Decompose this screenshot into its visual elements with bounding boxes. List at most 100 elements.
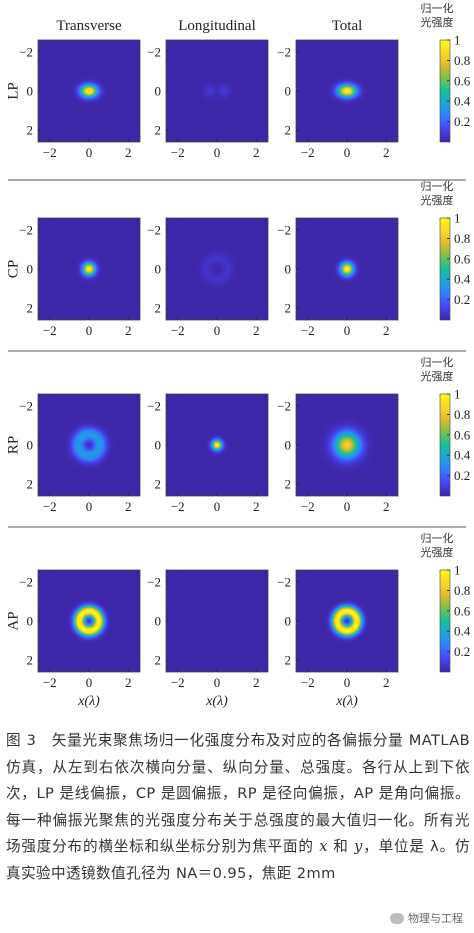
y-tick-label: 0 [285,438,292,453]
colorbar-tick-label: 0.4 [454,624,471,639]
y-tick-label: 0 [27,438,34,453]
x-tick-label: 2 [253,145,260,160]
x-tick-label: −2 [43,145,57,160]
column-title-total: Total [332,18,363,34]
y-tick-label: 0 [27,614,34,629]
x-tick-label: 2 [125,499,132,514]
colorbar-tick-label: 1 [454,563,461,578]
colorbar-tick-label: 0.8 [454,407,470,422]
colorbar-tick-label: 0.6 [454,73,471,88]
x-tick-label: 0 [344,675,351,690]
y-tick-label: −2 [277,398,291,413]
y-tick-label: 0 [155,438,162,453]
x-tick-label: −2 [171,675,185,690]
colorbar-title-line: 归一化 [421,179,454,193]
y-tick-label: 2 [27,301,34,316]
intensity-map-lp-transverse [38,40,140,142]
x-tick-label: 0 [344,499,351,514]
intensity-map-ap-longitudinal [166,570,268,672]
colorbar-tick-label: 0.2 [454,114,470,129]
watermark: 物理与工程 [387,909,466,927]
x-tick-label: 2 [125,145,132,160]
colorbar-tick-label: 1 [454,33,461,48]
x-tick-label: 2 [125,323,132,338]
x-tick-label: 2 [383,499,390,514]
y-tick-label: 2 [285,477,292,492]
y-tick-label: 0 [285,262,292,277]
x-tick-label: −2 [43,675,57,690]
x-tick-label: −2 [171,499,185,514]
colorbar-tick-label: 0.8 [454,53,470,68]
heatmap-figure: Transverse Longitudinal Total LP −2 0 2 −2 0 2 −2 0… [5,1,471,709]
y-tick-label: −2 [147,44,161,59]
x-tick-label: −2 [301,675,315,690]
y-tick-label: 0 [155,84,162,99]
y-tick-label: 0 [155,262,162,277]
colorbar-tick-label: 0.8 [454,231,470,246]
x-tick-label: 2 [253,499,260,514]
colorbar-title-line: 归一化 [421,531,454,545]
x-tick-label: 0 [86,499,93,514]
y-tick-label: 0 [285,614,292,629]
wechat-icon [390,912,404,924]
x-tick-label: −2 [171,145,185,160]
colorbar-tick-label: 0.6 [454,603,471,618]
x-axis-label: x(λ) [205,694,228,709]
caption-var-y: y [354,838,363,855]
y-tick-label: 2 [285,123,292,138]
y-tick-label: 0 [27,262,34,277]
y-tick-label: 2 [285,301,292,316]
intensity-map-lp-total [296,40,398,142]
row-label-lp: LP [5,82,21,100]
intensity-map-ap-transverse [38,570,140,672]
row-label-ap: AP [5,611,21,630]
intensity-map-ap-total [296,570,398,672]
y-tick-label: −2 [19,44,33,59]
column-title-transverse: Transverse [56,18,122,34]
colorbar-tick-label: 0.6 [454,427,471,442]
x-tick-label: 0 [86,323,93,338]
y-tick-label: 2 [27,477,34,492]
colorbar-tick-label: 0.4 [454,448,471,463]
colorbar-tick-label: 0.6 [454,251,471,266]
intensity-map-rp-total [296,394,398,496]
colorbar-tick-label: 1 [454,211,461,226]
row-label-cp: CP [5,260,21,278]
y-tick-label: 2 [155,653,162,668]
row-label-rp: RP [5,436,21,454]
watermark-text: 物理与工程 [408,912,463,925]
x-tick-label: 0 [214,145,221,160]
y-tick-label: −2 [147,398,161,413]
y-tick-label: −2 [19,222,33,237]
intensity-map-rp-transverse [38,394,140,496]
y-tick-label: 2 [155,123,162,138]
intensity-map-cp-transverse [38,218,140,320]
x-tick-label: 2 [253,675,260,690]
x-tick-label: 0 [214,323,221,338]
x-tick-label: −2 [301,145,315,160]
colorbar-tick-label: 0.4 [454,94,471,109]
x-tick-label: 2 [383,323,390,338]
y-tick-label: 2 [155,477,162,492]
caption-unit-text: ，单位是 λ。仿真实验中透镜数值孔径为 NA＝0.95，焦距 2mm [6,838,470,882]
y-tick-label: 2 [27,123,34,138]
x-tick-label: 0 [344,323,351,338]
caption-text: 图 3 矢量光束聚焦场归一化强度分布及对应的各偏振分量 MATLAB 仿真，从左… [6,732,470,855]
intensity-map-cp-longitudinal [166,218,268,320]
y-tick-label: −2 [147,222,161,237]
y-tick-label: 2 [27,653,34,668]
colorbar-title-line: 归一化 [421,1,454,15]
x-tick-label: −2 [43,499,57,514]
x-tick-label: −2 [301,323,315,338]
y-tick-label: 0 [285,84,292,99]
x-tick-label: −2 [43,323,57,338]
x-tick-label: 2 [383,675,390,690]
caption-var-x: x [319,838,328,855]
colorbar-title-line: 光强度 [421,15,454,29]
y-tick-label: 2 [285,653,292,668]
x-tick-label: 2 [253,323,260,338]
x-axis-label: x(λ) [77,694,100,709]
y-tick-label: −2 [277,574,291,589]
x-axis-label: x(λ) [335,694,358,709]
colorbar [439,393,451,497]
